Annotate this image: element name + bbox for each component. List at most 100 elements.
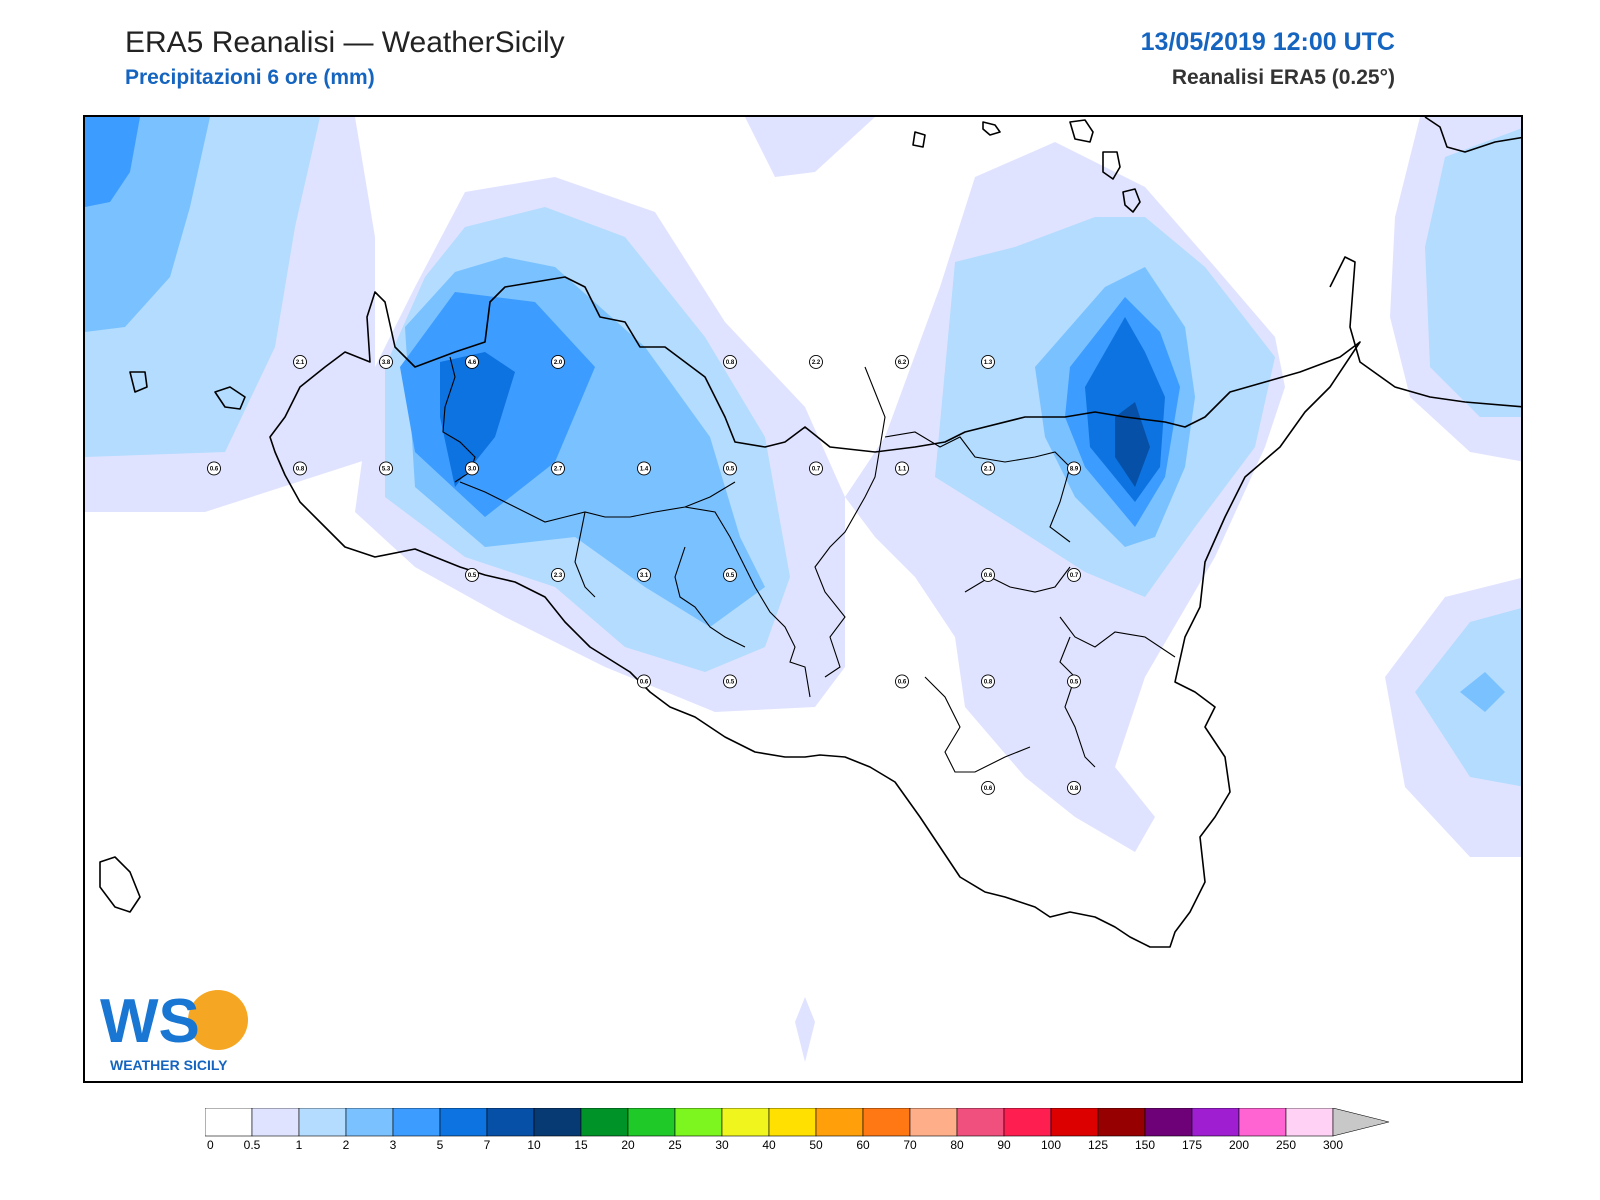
colorbar-extend-arrow [1332,1107,1390,1137]
grid-point-value: 0.5 [723,461,737,476]
grid-point-label: 8.9 [1070,467,1079,473]
grid-point-label: 0.6 [640,680,649,686]
colorbar-tick-label: 125 [1088,1138,1108,1152]
colorbar-swatch [627,1107,676,1137]
grid-point-label: 0.8 [984,680,993,686]
colorbar-tick-label: 25 [668,1138,682,1152]
grid-point-marker [293,354,307,369]
grid-point-marker [551,354,565,369]
grid-point-value: 2.1 [981,461,995,476]
grid-point-values: 2.1 3.8 4.6 2.0 0.8 2.2 6.2 1.3 0.6 0.8 5.3 3.0 2.7 1… [207,354,1081,795]
colorbar-tick-label: 10 [527,1138,541,1152]
grid-point-value: 0.5 [465,568,479,582]
grid-point-value: 2.2 [809,354,823,369]
grid-point-value: 0.8 [293,461,307,476]
grid-point-value: 1.1 [895,461,909,476]
model-label: Reanalisi ERA5 (0.25°) [1171,66,1395,89]
grid-point-marker [551,568,565,582]
grid-point-value: 2.3 [551,568,565,582]
grid-point-marker [981,568,995,582]
grid-point-marker [465,461,479,476]
grid-point-label: 3.0 [468,467,477,473]
grid-point-marker [1067,674,1081,689]
colorbar-tick-label: 250 [1276,1138,1296,1152]
grid-point-marker [551,461,565,476]
precip-area-3 [85,117,140,207]
grid-point-value: 4.6 [465,354,479,369]
grid-point-label: 0.6 [898,680,907,686]
colorbar-swatch [486,1107,535,1137]
weathersicily-logo: WS WEATHER SICILY [96,980,256,1075]
grid-point-value: 3.1 [637,568,651,582]
colorbar-swatch [1144,1107,1193,1137]
grid-point-value: 0.8 [723,354,737,369]
colorbar-tick-label: 40 [762,1138,776,1152]
colorbar-swatch [439,1107,488,1137]
grid-point-value: 3.0 [465,461,479,476]
colorbar-swatch [815,1107,864,1137]
map-subtitle: Precipitazioni 6 ore (mm) [125,66,375,89]
grid-point-value: 5.3 [379,461,393,476]
grid-point-marker [1067,461,1081,476]
colorbar-swatch [909,1107,958,1137]
colorbar-swatch [345,1107,394,1137]
grid-point-label: 0.6 [984,573,993,579]
grid-point-marker [293,461,307,476]
grid-point-value: 0.6 [895,674,909,689]
grid-point-value: 0.6 [981,781,995,795]
colorbar-swatch [1285,1107,1334,1137]
grid-point-label: 0.5 [726,573,735,579]
grid-point-marker [895,354,909,369]
logo-letters: WS [100,987,200,1056]
grid-point-value: 0.5 [1067,674,1081,689]
colorbar-swatch [1050,1107,1099,1137]
map-title: ERA5 Reanalisi — WeatherSicily [125,26,565,59]
colorbar-tick-label: 70 [903,1138,917,1152]
colorbar-tick-label: 20 [621,1138,635,1152]
grid-point-label: 2.1 [984,467,993,473]
map-datetime: 13/05/2019 12:00 UTC [1140,28,1395,56]
grid-point-marker [465,568,479,582]
grid-point-marker [981,354,995,369]
grid-point-marker [207,461,221,476]
grid-point-label: 1.3 [984,360,993,366]
grid-point-marker [723,354,737,369]
grid-point-value: 2.1 [293,354,307,369]
grid-point-marker [809,354,823,369]
colorbar-tick-label: 15 [574,1138,588,1152]
precip-area-2 [1460,672,1505,712]
colorbar-tick-label: 300 [1323,1138,1343,1152]
precip-area-5 [440,352,515,487]
colorbar-swatch [204,1107,253,1137]
grid-point-marker [637,568,651,582]
logo-sun-icon [188,990,248,1050]
precip-area-0.5 [795,997,815,1062]
grid-point-marker [809,461,823,476]
grid-point-value: 3.8 [379,354,393,369]
grid-point-value: 0.5 [723,568,737,582]
grid-point-marker [1067,781,1081,795]
grid-point-marker [465,354,479,369]
grid-point-label: 2.0 [554,360,563,366]
grid-point-value: 0.7 [809,461,823,476]
colorbar-swatch [721,1107,770,1137]
grid-point-marker [723,568,737,582]
colorbar-swatch [674,1107,723,1137]
precip-colorbar: 0 0.5 1 2 3 5 7 10 15 20 25 30 40 50 60 70 80 90 100 125 150… [204,1107,1405,1152]
grid-point-label: 6.2 [898,360,907,366]
colorbar-tick-label: 150 [1135,1138,1155,1152]
colorbar-swatch [251,1107,300,1137]
grid-point-marker [637,461,651,476]
colorbar-tick-label: 0 [207,1138,214,1152]
grid-point-marker [1067,568,1081,582]
grid-point-label: 0.5 [1070,680,1079,686]
grid-point-marker [981,461,995,476]
grid-point-label: 0.6 [984,786,993,792]
colorbar-tick-label: 60 [856,1138,870,1152]
colorbar-swatch [1003,1107,1052,1137]
grid-point-label: 5.3 [382,467,391,473]
grid-point-value: 0.6 [637,674,651,689]
colorbar-swatch [862,1107,911,1137]
precip-area-0.5 [745,117,875,177]
grid-point-label: 0.7 [1070,573,1079,579]
